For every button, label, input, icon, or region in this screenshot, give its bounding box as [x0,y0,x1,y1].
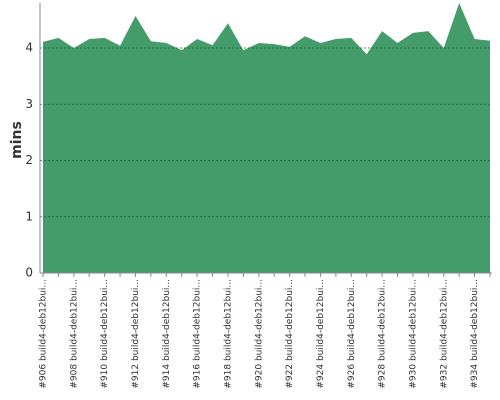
x-tick-label: #920 build4-deb12bui... [254,279,264,389]
x-tick-label: #932 build4-deb12bui... [439,279,449,389]
x-tick-label: #928 build4-deb12bui... [378,279,388,389]
x-tick-label: #918 build4-deb12bui... [223,279,233,389]
x-tick-label: #908 build4-deb12bui... [69,279,79,389]
area [43,3,490,273]
x-tick-label: #924 build4-deb12bui... [316,279,326,389]
x-tick-label: #930 build4-deb12bui... [408,279,418,389]
x-tick-label: #914 build4-deb12bui... [162,279,172,389]
y-axis-label: mins [9,121,25,159]
x-tick-label: #926 build4-deb12bui... [347,279,357,389]
x-tick-label: #922 build4-deb12bui... [285,279,295,389]
y-tick-label: 1 [25,209,33,223]
y-tick-label: 0 [25,266,33,280]
y-tick-label: 3 [25,97,33,111]
x-tick-label: #906 build4-deb12bui... [39,279,49,389]
x-tick-label: #910 build4-deb12bui... [100,279,110,389]
x-tick-label: #912 build4-deb12bui... [131,279,141,389]
y-tick-label: 4 [25,41,33,55]
x-tick-label: #934 build4-deb12bui... [470,279,480,389]
y-tick-label: 2 [25,153,33,167]
x-tick-label: #916 build4-deb12bui... [193,279,203,389]
